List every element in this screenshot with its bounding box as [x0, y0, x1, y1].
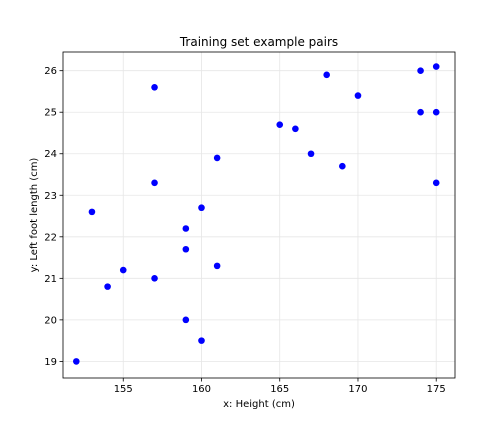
y-tick-label: 22: [44, 232, 57, 243]
data-point: [213, 262, 221, 270]
data-point: [354, 92, 362, 99]
x-tick-label: 170: [348, 384, 367, 395]
y-axis-label: y: Left foot length (cm): [29, 158, 40, 273]
y-tick-label: 26: [44, 66, 57, 77]
data-point: [198, 204, 205, 212]
y-tick-label: 23: [44, 191, 57, 202]
y-tick-label: 19: [44, 357, 57, 368]
x-axis-ticks: 155 160 165 170 175: [114, 378, 446, 395]
x-tick-label: 155: [114, 384, 133, 395]
data-point: [182, 245, 190, 253]
data-point: [417, 108, 424, 116]
y-tick-label: 25: [44, 108, 57, 119]
data-point: [323, 71, 330, 79]
grid-lines: [63, 52, 455, 378]
data-point: [276, 121, 284, 128]
y-tick-label: 21: [44, 274, 57, 285]
data-point: [198, 337, 205, 344]
data-point: [292, 125, 299, 133]
data-point: [73, 358, 80, 365]
data-point: [151, 83, 158, 91]
data-point: [417, 67, 424, 74]
data-point: [182, 225, 190, 232]
x-axis-label: x: Height (cm): [223, 399, 295, 410]
x-tick-label: 165: [270, 384, 289, 395]
data-point: [432, 108, 440, 116]
data-point: [307, 150, 315, 158]
data-point: [339, 162, 346, 170]
data-point: [151, 275, 158, 282]
data-point: [104, 283, 111, 290]
plot-area-frame: [62, 51, 456, 379]
data-point: [119, 266, 127, 274]
data-point: [88, 208, 96, 216]
y-axis-ticks: 19 20 21 22 23 24 25 26: [44, 66, 63, 368]
data-point: [213, 154, 221, 162]
y-tick-label: 24: [44, 149, 57, 160]
data-point: [432, 179, 440, 187]
data-point: [151, 179, 158, 187]
data-point: [182, 316, 190, 324]
y-tick-label: 20: [44, 315, 57, 326]
x-tick-label: 175: [427, 384, 446, 395]
x-tick-label: 160: [192, 384, 211, 395]
data-point: [432, 63, 440, 70]
data-points: [73, 63, 440, 365]
chart-title: Training set example pairs: [179, 35, 338, 49]
